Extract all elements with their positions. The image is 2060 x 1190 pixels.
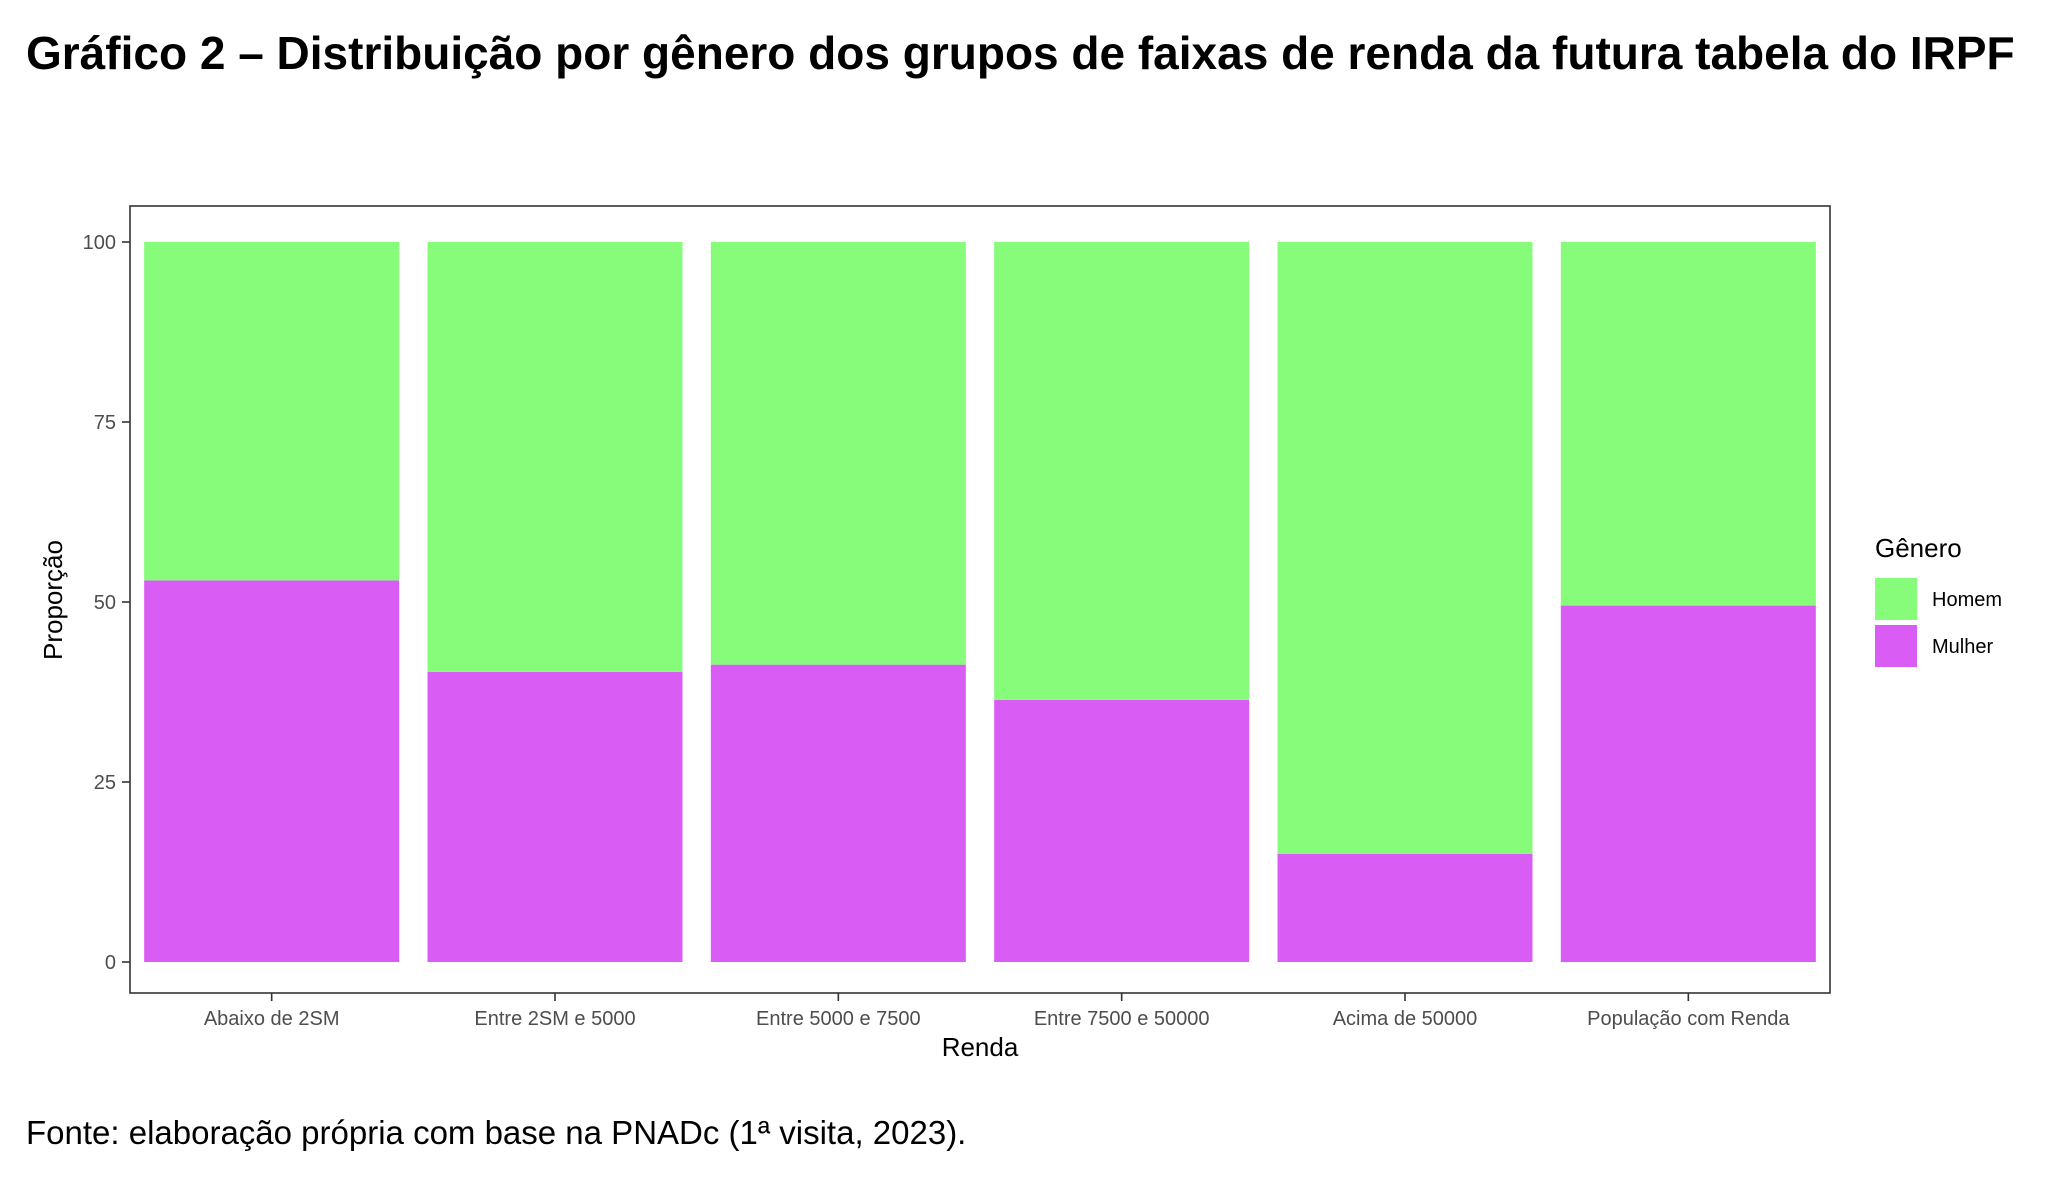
chart-area: 0 25 50 75 100 Abaixo de 2SM Entre 2SM e 5000…	[0, 190, 2060, 1080]
stacked-bar-chart: 0 25 50 75 100 Abaixo de 2SM Entre 2SM e 5000…	[38, 205, 2002, 1062]
x-axis: Abaixo de 2SM Entre 2SM e 5000 Entre 5000 …	[204, 993, 1790, 1030]
bar-homem-6	[1560, 242, 1816, 606]
y-tick-label-100: 100	[83, 232, 116, 254]
x-axis-label: Renda	[942, 1032, 1019, 1062]
bar-mulher-3	[710, 664, 966, 962]
legend-label-mulher: Mulher	[1932, 636, 1993, 658]
bars-group	[144, 242, 1816, 962]
y-axis: 0 25 50 75 100	[83, 232, 130, 974]
bar-homem-2	[427, 242, 683, 672]
bar-mulher-1	[144, 580, 400, 962]
x-tick-label-1: Abaixo de 2SM	[204, 1008, 340, 1030]
y-axis-label: Proporção	[38, 540, 68, 660]
bar-homem-4	[994, 242, 1250, 700]
x-tick-label-6: População com Renda	[1587, 1008, 1790, 1030]
x-tick-label-4: Entre 7500 e 50000	[1034, 1008, 1210, 1030]
legend-title: Gênero	[1875, 533, 1962, 563]
chart-title: Gráfico 2 – Distribuição por gênero dos …	[26, 27, 2015, 79]
plot-panel	[129, 205, 1831, 994]
legend-label-homem: Homem	[1932, 589, 2002, 611]
legend-swatch-homem	[1875, 578, 1917, 620]
bar-homem-1	[144, 242, 400, 581]
source-note: Fonte: elaboração própria com base na PN…	[26, 1114, 967, 1151]
bar-mulher-2	[427, 671, 683, 962]
x-tick-label-3: Entre 5000 e 7500	[756, 1008, 921, 1030]
legend-items: Homem Mulher	[1875, 578, 2002, 667]
bar-mulher-4	[994, 699, 1250, 962]
bar-homem-5	[1277, 242, 1533, 854]
bar-mulher-5	[1277, 854, 1533, 962]
y-tick-label-75: 75	[94, 412, 116, 434]
legend: Gênero Homem Mulher	[1875, 533, 2002, 667]
y-tick-label-25: 25	[94, 772, 116, 794]
y-tick-label-0: 0	[105, 952, 116, 974]
bar-homem-3	[710, 242, 966, 665]
x-tick-label-2: Entre 2SM e 5000	[474, 1008, 635, 1030]
bar-mulher-6	[1560, 605, 1816, 962]
legend-swatch-mulher	[1875, 625, 1917, 667]
x-tick-label-5: Acima de 50000	[1333, 1008, 1478, 1030]
y-tick-label-50: 50	[94, 592, 116, 614]
